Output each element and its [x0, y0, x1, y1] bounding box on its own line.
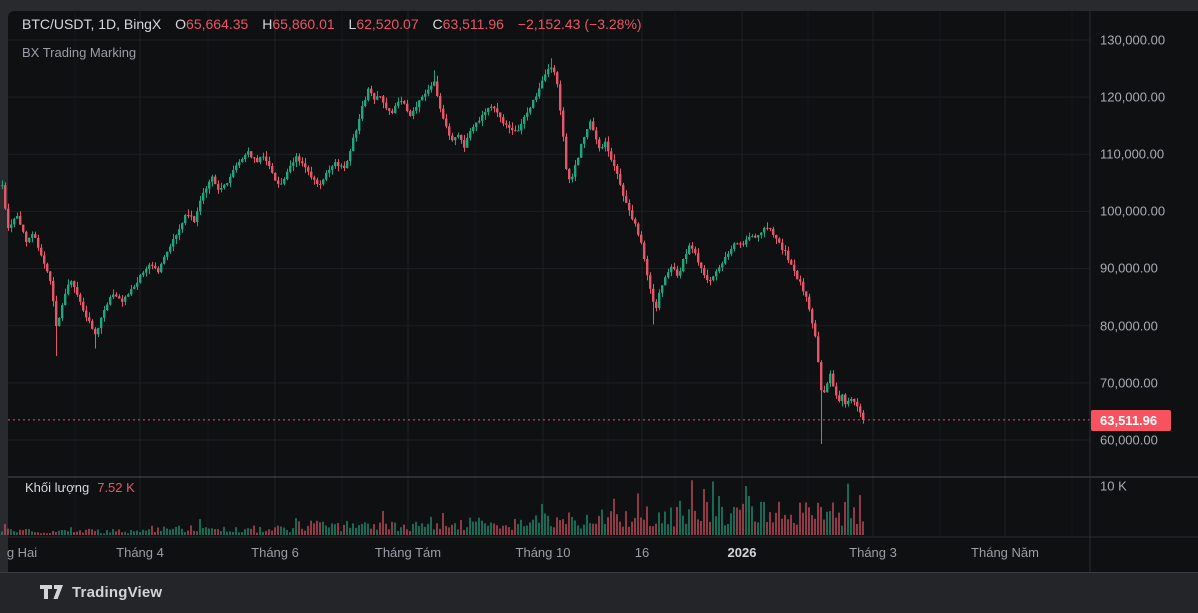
- indicator-title[interactable]: BX Trading Marking: [22, 45, 137, 60]
- close-value: 63,511.96: [442, 16, 504, 32]
- price-axis-label: 120,000.00: [1100, 89, 1166, 105]
- time-axis-label: Tháng 3: [849, 545, 897, 560]
- time-axis-label: 2026: [727, 545, 757, 560]
- time-axis-label: Tháng 10: [515, 545, 571, 560]
- price-axis-label: 70,000.00: [1100, 375, 1158, 391]
- time-axis-label: g Hai: [6, 545, 38, 560]
- time-axis-label: Tháng 4: [116, 545, 164, 560]
- price-axis-label: 60,000.00: [1100, 432, 1158, 448]
- time-axis-label: Tháng Tám: [374, 545, 442, 560]
- low-label: L: [348, 16, 357, 32]
- price-axis-label: 100,000.00: [1100, 203, 1166, 219]
- open-label: O: [175, 16, 187, 32]
- close-label: C: [432, 16, 443, 32]
- current-price-badge: 63,511.96: [1091, 410, 1171, 431]
- symbol-title[interactable]: BTC/USDT, 1D, BingX: [22, 16, 162, 32]
- time-axis-label: 16: [634, 545, 650, 560]
- open-value: 65,664.35: [186, 16, 249, 32]
- price-axis-label: 90,000.00: [1100, 260, 1158, 276]
- price-axis-label: 80,000.00: [1100, 318, 1158, 334]
- volume-axis-label: 10 K: [1100, 478, 1127, 494]
- brand-text: TradingView: [72, 584, 163, 601]
- volume-legend[interactable]: Khối lượng 7.52 K: [25, 480, 135, 495]
- tradingview-link[interactable]: TradingView: [40, 584, 162, 601]
- price-axis-label: 110,000.00: [1100, 146, 1165, 162]
- high-label: H: [262, 16, 273, 32]
- time-axis-label: Tháng 6: [251, 545, 299, 560]
- chart-legend[interactable]: BTC/USDT, 1D, BingX O65,664.35 H65,860.0…: [22, 16, 642, 32]
- change-value: −2,152.43 (−3.28%): [517, 16, 642, 32]
- time-axis-label: Tháng Năm: [971, 545, 1039, 560]
- high-value: 65,860.01: [272, 16, 335, 32]
- low-value: 62,520.07: [356, 16, 419, 32]
- volume-label: Khối lượng: [25, 480, 90, 495]
- footer-bar: TradingView: [0, 572, 1198, 613]
- chart-widget[interactable]: [8, 11, 1198, 572]
- volume-value: 7.52 K: [97, 480, 135, 495]
- price-axis-label: 130,000.00: [1100, 32, 1166, 48]
- tradingview-logo-icon: [40, 585, 63, 599]
